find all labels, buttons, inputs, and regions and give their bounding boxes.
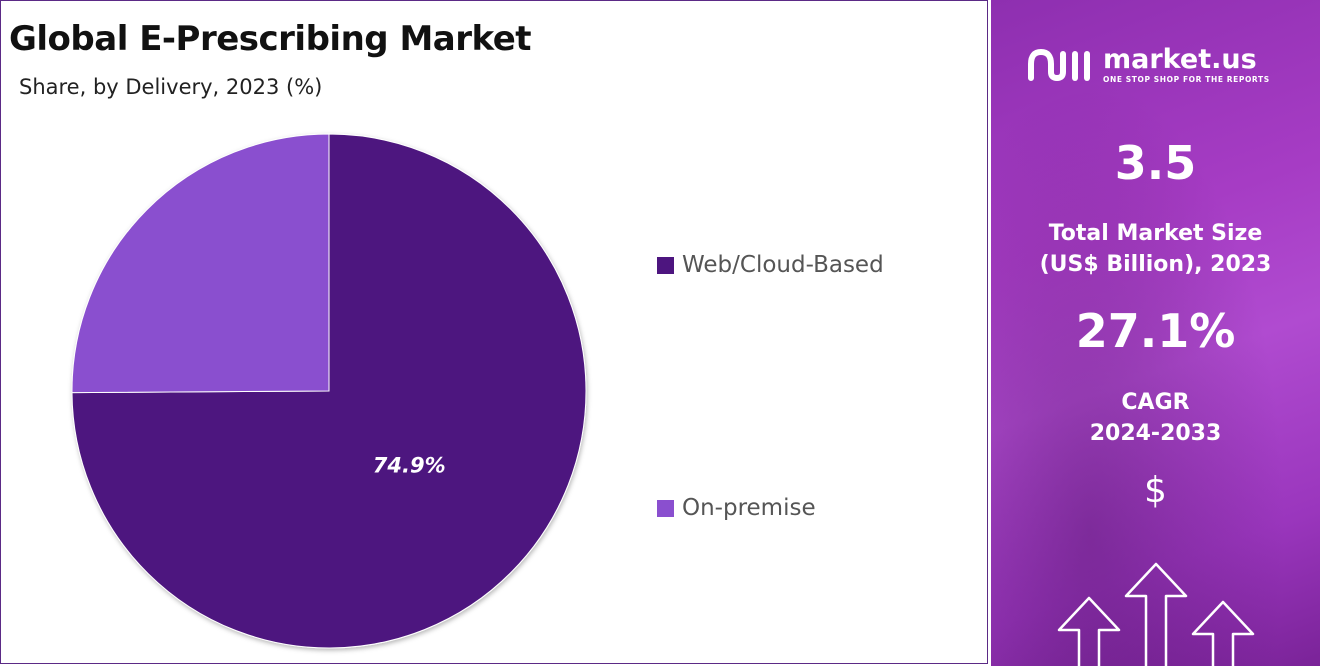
legend-swatch-on-premise <box>657 499 674 517</box>
pie-slice-on-premise <box>71 133 330 394</box>
cagr-value: 27.1% <box>1075 304 1236 358</box>
pie-chart: 74.9% <box>71 133 587 649</box>
market-size-value: 3.5 <box>1114 136 1197 190</box>
legend-label-web-cloud: Web/Cloud-Based <box>682 252 884 278</box>
legend-item-web-cloud: Web/Cloud-Based <box>657 252 884 278</box>
brand-tagline: ONE STOP SHOP FOR THE REPORTS <box>1103 75 1270 84</box>
market-size-label-line2: (US$ Billion), 2023 <box>1039 252 1272 277</box>
brand-logo-icon <box>1028 48 1090 82</box>
cagr-label-line2: 2024-2033 <box>1089 421 1222 446</box>
chart-title: Global E-Prescribing Market <box>9 19 532 59</box>
brand-name: market.us <box>1103 44 1257 75</box>
legend-label-on-premise: On-premise <box>682 495 816 521</box>
chart-card: Global E-Prescribing Market Share, by De… <box>0 0 988 664</box>
pie-slice-web-cloud <box>71 133 587 649</box>
stats-panel: market.us ONE STOP SHOP FOR THE REPORTS … <box>991 0 1320 666</box>
dollar-sign: $ <box>1144 470 1167 511</box>
legend-item-on-premise: On-premise <box>657 495 816 521</box>
cagr-label-line1: CAGR <box>1121 390 1190 415</box>
panel-background-shade <box>991 0 1320 666</box>
pie-data-label-web-cloud: 74.9% <box>373 454 446 478</box>
legend-swatch-web-cloud <box>657 256 674 274</box>
up-arrow-icon <box>1057 562 1255 666</box>
chart-subtitle: Share, by Delivery, 2023 (%) <box>19 75 323 99</box>
brand: market.us ONE STOP SHOP FOR THE REPORTS <box>1025 44 1295 90</box>
market-size-label-line1: Total Market Size <box>1048 221 1263 246</box>
